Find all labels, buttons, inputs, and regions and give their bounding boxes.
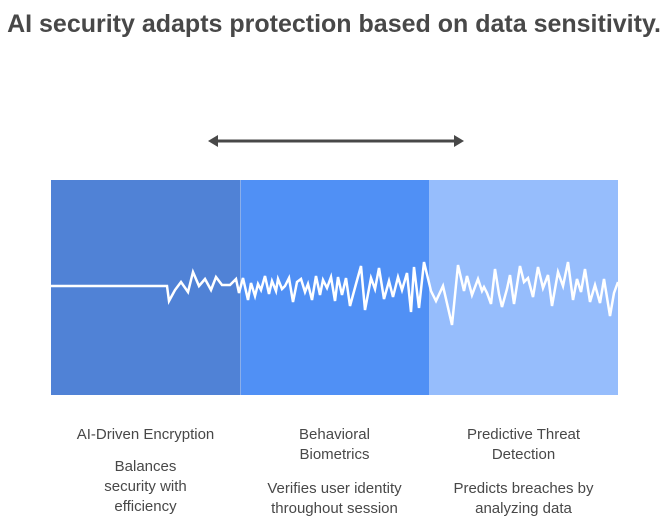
waveform-line <box>51 261 618 326</box>
column-description: Balances security with efficiency <box>104 458 187 515</box>
column-predictive-threat-detection: Predictive Threat Detection Predicts bre… <box>429 425 618 519</box>
page-title: AI security adapts protection based on d… <box>7 10 661 38</box>
column-behavioral-biometrics: Behavioral Biometrics Verifies user iden… <box>240 425 429 519</box>
double-headed-arrow-icon <box>208 135 464 147</box>
column-heading: AI-Driven Encryption <box>76 426 215 443</box>
column-description: Predicts breaches by analyzing data <box>453 480 594 517</box>
column-ai-driven-encryption: AI-Driven Encryption Balances security w… <box>51 425 240 517</box>
column-description: Verifies user identity throughout sessio… <box>267 480 402 517</box>
column-heading: Predictive Threat Detection <box>466 426 581 463</box>
panel-predictive-threat-detection <box>429 180 618 395</box>
column-heading: Behavioral Biometrics <box>299 426 370 463</box>
